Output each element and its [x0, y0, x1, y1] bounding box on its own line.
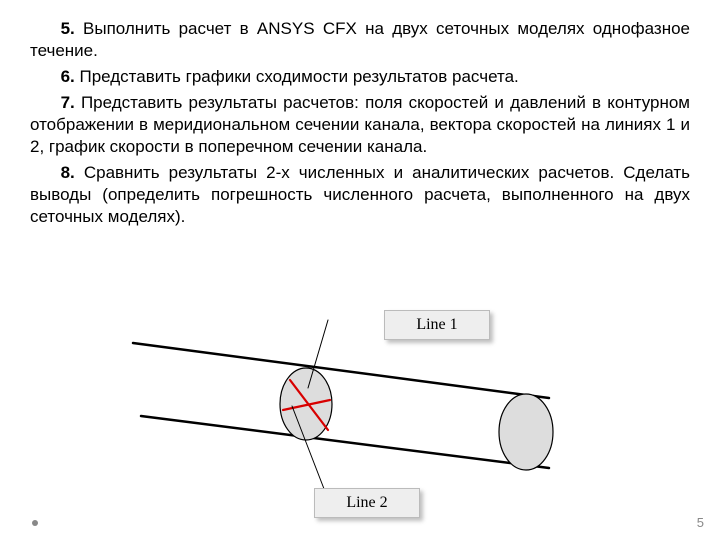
item-number-5: 5. [61, 19, 75, 38]
slide: 5. Выполнить расчет в ANSYS CFX на двух … [0, 0, 720, 540]
paragraph-5: 5. Выполнить расчет в ANSYS CFX на двух … [30, 18, 690, 62]
item-number-7: 7. [61, 93, 75, 112]
item-number-8: 8. [61, 163, 75, 182]
item-body-8: Сравнить результаты 2-х численных и анал… [30, 163, 690, 226]
paragraph-8: 8. Сравнить результаты 2-х численных и а… [30, 162, 690, 228]
label-line-1: Line 1 [384, 310, 490, 340]
paragraph-7: 7. Представить результаты расчетов: поля… [30, 92, 690, 158]
footer-bullet-icon [32, 520, 38, 526]
item-body-5: Выполнить расчет в ANSYS CFX на двух сет… [30, 19, 690, 60]
item-body-6: Представить графики сходимости результат… [75, 67, 519, 86]
label-line-1-text: Line 1 [416, 316, 457, 333]
label-line-2-text: Line 2 [346, 494, 387, 511]
page-number: 5 [697, 515, 704, 530]
label-line-2: Line 2 [314, 488, 420, 518]
paragraph-6: 6. Представить графики сходимости резуль… [30, 66, 690, 88]
item-body-7: Представить результаты расчетов: поля ск… [30, 93, 690, 156]
pipe-diagram: Line 1 Line 2 [130, 300, 590, 530]
item-number-6: 6. [61, 67, 75, 86]
